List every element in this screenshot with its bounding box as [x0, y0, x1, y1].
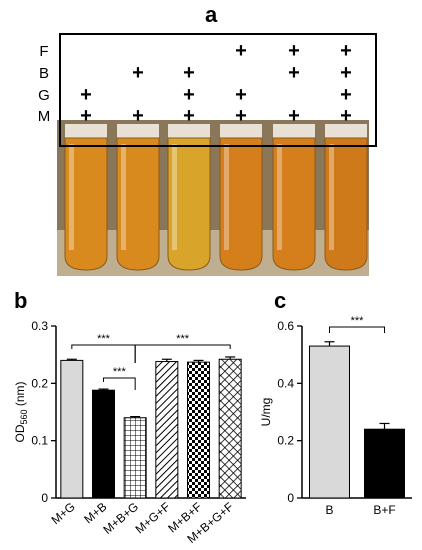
x-tick-label: M+G	[49, 500, 78, 528]
y-tick-label: 0.2	[31, 376, 48, 390]
tube-highlight	[277, 144, 282, 250]
bar-m-b-g	[123, 417, 147, 499]
tube-liquid	[219, 137, 263, 271]
tube	[272, 124, 316, 271]
tube-liquid	[324, 137, 368, 271]
plus-mark: +	[340, 84, 352, 106]
x-tick-label: M+G+F	[133, 500, 173, 537]
significance-label: ***	[351, 315, 365, 327]
tube-liquid	[167, 137, 211, 271]
y-axis-label-unit: (nm)	[13, 381, 27, 409]
tube-highlight	[172, 144, 177, 250]
tube-liquid	[64, 137, 108, 271]
significance-label: ***	[113, 366, 127, 378]
panel-a-figure: F + + +B + + + +G + + + +M + + + + + +	[38, 33, 377, 276]
y-tick-label: 0.4	[277, 376, 294, 390]
tube-liquid	[116, 137, 160, 271]
y-axis-label: U/mg	[259, 398, 273, 427]
y-tick-label: 0.2	[277, 434, 294, 448]
y-axis-label: OD560 (nm)	[13, 381, 29, 442]
tube	[167, 124, 211, 271]
x-tick-label: M+B+G	[100, 500, 141, 537]
x-tick-label: B+F	[373, 503, 395, 517]
bar-m-b	[92, 389, 115, 499]
plus-mark: +	[340, 62, 352, 84]
tube	[324, 124, 368, 271]
bar-b	[309, 345, 350, 499]
condition-table-frame	[59, 33, 377, 147]
photo-floor	[57, 230, 369, 276]
bar-m-g-f	[155, 361, 179, 499]
significance-label: ***	[176, 333, 190, 345]
panel-c-label: c	[274, 288, 287, 313]
panel-b-label: b	[14, 288, 28, 313]
plus-mark: +	[132, 62, 144, 84]
y-tick-label: 0	[287, 491, 294, 505]
significance-bracket	[134, 344, 231, 363]
plus-mark: +	[132, 105, 144, 127]
tube	[219, 124, 263, 271]
plus-mark: +	[340, 40, 352, 62]
tube	[116, 124, 160, 271]
plus-mark: +	[183, 62, 195, 84]
plus-mark: +	[288, 40, 300, 62]
row-label-g: G	[38, 87, 50, 104]
plus-mark: +	[235, 40, 247, 62]
plus-mark: +	[183, 105, 195, 127]
significance-label: ***	[97, 333, 111, 345]
y-tick-label: 0.6	[277, 319, 294, 333]
condition-table: F + + +B + + + +G + + + +M + + + + + +	[38, 40, 352, 127]
plus-mark: +	[80, 105, 92, 127]
y-tick-label: 0.3	[31, 319, 48, 333]
tube-liquid	[272, 137, 316, 271]
row-label-m: M	[38, 108, 51, 125]
row-label-f: F	[39, 43, 48, 60]
y-tick-label: 0.1	[31, 434, 48, 448]
y-tick-label: 0	[41, 491, 48, 505]
bar-m-b-f	[187, 361, 210, 499]
tube-photo	[57, 120, 369, 276]
tube-highlight	[224, 144, 229, 250]
bar-m-g	[60, 359, 84, 499]
chart-b: 00.10.20.3M+G M+BM+B+GM+G+FM+B+FM+B+G+F**…	[13, 319, 246, 546]
y-axis-label-subscript: 560	[19, 409, 29, 424]
chart-c: 0 0.2 0.4 0.6 B B+F *** U/mg	[259, 315, 412, 517]
bar-m-b-g-f	[218, 358, 242, 499]
significance-bracket	[329, 326, 385, 333]
tube-highlight	[69, 144, 74, 250]
plus-mark: +	[235, 84, 247, 106]
tube-highlight	[329, 144, 334, 250]
plus-mark: +	[235, 105, 247, 127]
plus-mark: +	[340, 105, 352, 127]
y-axis-label-main: OD	[13, 424, 27, 442]
bar-b-f	[364, 428, 405, 499]
tube-highlight	[121, 144, 126, 250]
tube	[64, 124, 108, 271]
significance-bracket	[103, 377, 136, 390]
panel-a-label: a	[205, 2, 218, 27]
plus-mark: +	[183, 84, 195, 106]
plus-mark: +	[288, 62, 300, 84]
x-tick-label: B	[325, 503, 333, 517]
plus-mark: +	[80, 84, 92, 106]
plus-mark: +	[288, 105, 300, 127]
row-label-b: B	[39, 65, 49, 82]
